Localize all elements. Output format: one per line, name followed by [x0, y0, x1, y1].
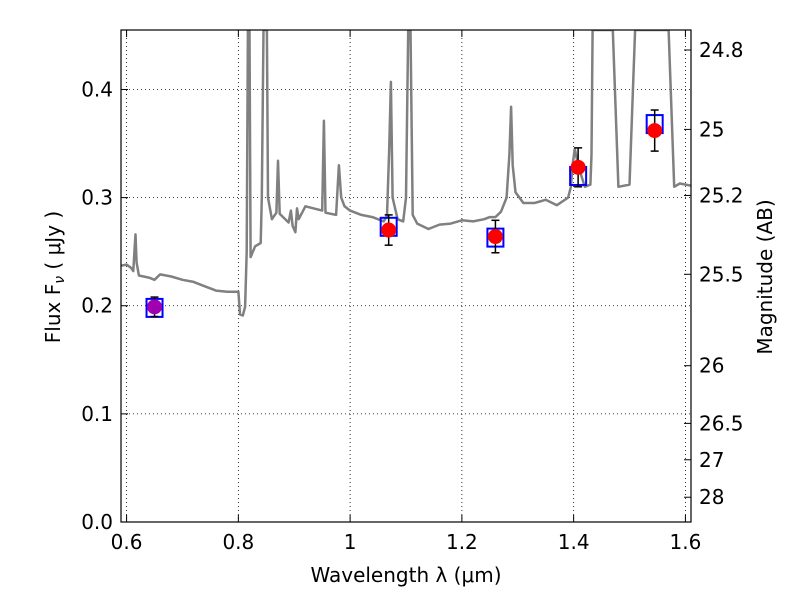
data-point	[570, 159, 586, 175]
y2-tick-label: 24.8	[699, 38, 744, 62]
x-tick-label: 0.8	[222, 530, 254, 554]
data-point	[147, 299, 163, 315]
y2-tick-label: 26	[699, 354, 724, 378]
spectrum-line	[121, 30, 691, 317]
data-point	[647, 123, 663, 139]
y2-tick-label: 26.5	[699, 411, 744, 435]
data-point	[487, 229, 503, 245]
y-tick-label: 0.2	[81, 294, 113, 318]
y-tick-label: 0.0	[81, 510, 113, 534]
y2-tick-label: 25	[699, 117, 724, 141]
right-axis-label: Magnitude (AB)	[753, 199, 777, 354]
x-tick-label: 1.2	[446, 530, 478, 554]
plot-area	[121, 30, 691, 318]
x-tick-label: 1.4	[558, 530, 590, 554]
y2-tick-label: 25.5	[699, 262, 744, 286]
x-tick-label: 1.6	[670, 530, 702, 554]
y2-tick-label: 27	[699, 448, 724, 472]
y2-tick-label: 28	[699, 485, 724, 509]
data-point	[381, 222, 397, 238]
y-axis-label: Flux Fν ( μJy )	[41, 211, 68, 343]
x-tick-label: 0.6	[111, 530, 143, 554]
plot-frame	[120, 29, 692, 523]
axes: 0.6 0.8 1 1.2 1.4 1.6 0.0 0.1 0.2 0.3 0.4 24.8 25 25.…	[81, 30, 744, 554]
y2-tick-label: 25.2	[699, 183, 744, 207]
y-tick-label: 0.1	[81, 402, 113, 426]
y-tick-label: 0.3	[81, 186, 113, 210]
x-axis-label: Wavelength λ (μm)	[310, 563, 501, 587]
y-tick-label: 0.4	[81, 77, 113, 101]
x-tick-label: 1	[344, 530, 357, 554]
